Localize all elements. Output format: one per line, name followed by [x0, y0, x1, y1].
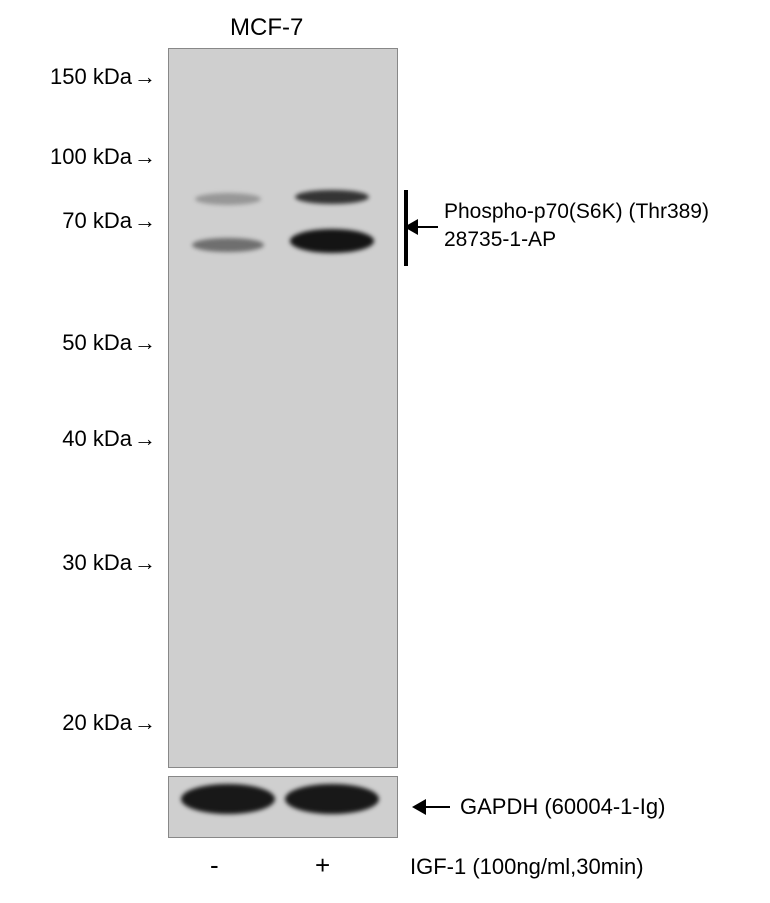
arrow-right-icon: →	[134, 144, 156, 170]
blot-band	[192, 238, 264, 252]
arrow-right-icon: →	[134, 208, 156, 234]
arrow-right-icon: →	[134, 426, 156, 452]
treatment-symbol-treated: +	[315, 850, 330, 881]
mw-label: 30 kDa	[2, 550, 132, 576]
arrow-left-icon	[412, 799, 426, 815]
blot-band	[290, 229, 374, 253]
blot-band	[195, 193, 261, 205]
arrow-right-icon: →	[134, 710, 156, 736]
arrow-left-icon	[404, 219, 418, 235]
mw-label: 70 kDa	[2, 208, 132, 234]
mw-label: 100 kDa	[2, 144, 132, 170]
mw-label: 40 kDa	[2, 426, 132, 452]
gapdh-blot	[168, 776, 398, 838]
target-label-line1: Phospho-p70(S6K) (Thr389)	[444, 198, 709, 226]
arrow-right-icon: →	[134, 64, 156, 90]
blot-band	[295, 190, 369, 204]
blot-band	[285, 784, 379, 814]
treatment-symbol-untreated: -	[210, 850, 219, 881]
blot-band	[181, 784, 275, 814]
figure-container: WWW.PTGLAB.COM MCF-7 150 kDa→100 kDa→70 …	[0, 0, 770, 903]
cell-line-label: MCF-7	[230, 14, 303, 42]
main-blot	[168, 48, 398, 768]
mw-label: 20 kDa	[2, 710, 132, 736]
gapdh-label: GAPDH (60004-1-Ig)	[460, 794, 665, 820]
mw-label: 50 kDa	[2, 330, 132, 356]
mw-label: 150 kDa	[2, 64, 132, 90]
treatment-label: IGF-1 (100ng/ml,30min)	[410, 854, 644, 880]
target-label: Phospho-p70(S6K) (Thr389) 28735-1-AP	[444, 198, 709, 255]
arrow-right-icon: →	[134, 330, 156, 356]
arrow-right-icon: →	[134, 550, 156, 576]
target-label-line2: 28735-1-AP	[444, 226, 709, 254]
